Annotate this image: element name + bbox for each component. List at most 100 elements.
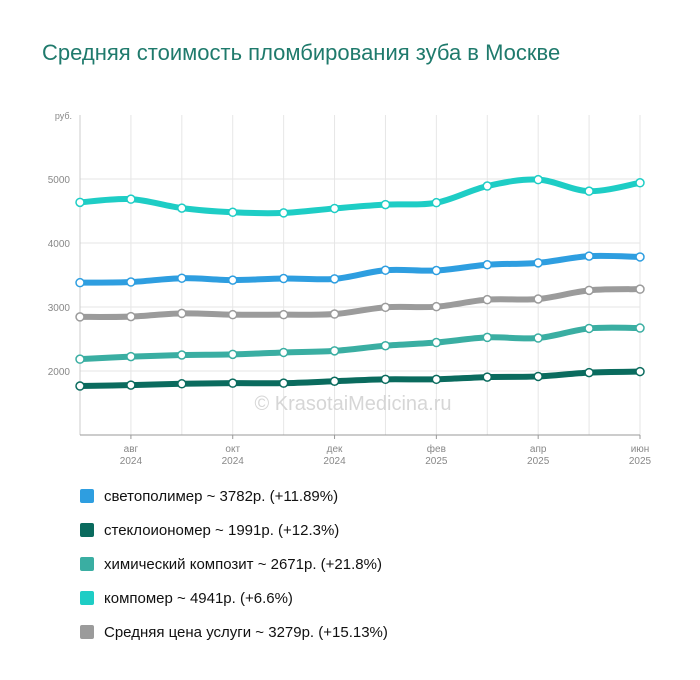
data-point[interactable] — [75, 277, 85, 288]
data-point[interactable] — [329, 274, 340, 284]
data-point[interactable] — [126, 194, 136, 204]
series-line — [77, 368, 643, 390]
legend-label: Средняя цена услуги ~ 3279р. (+15.13%) — [104, 623, 388, 641]
x-tick-label-month: дек — [327, 444, 343, 455]
y-axis-label: руб. — [55, 111, 72, 121]
data-point[interactable] — [177, 308, 187, 319]
legend-label: компомер ~ 4941р. (+6.6%) — [104, 589, 293, 607]
data-point[interactable] — [482, 181, 493, 191]
data-point[interactable] — [380, 199, 391, 210]
data-point[interactable] — [533, 174, 543, 185]
data-point[interactable] — [75, 354, 85, 364]
data-point[interactable] — [431, 374, 442, 385]
series-Средняя-цена-услуги — [75, 284, 645, 322]
data-point[interactable] — [482, 372, 493, 382]
data-point[interactable] — [75, 312, 85, 322]
data-point[interactable] — [227, 309, 238, 320]
series-светополимер — [75, 251, 645, 288]
data-point[interactable] — [635, 323, 645, 333]
data-point[interactable] — [482, 294, 493, 305]
legend-swatch — [80, 591, 94, 605]
data-point[interactable] — [431, 301, 442, 312]
watermark: © KrasotaiMedicina.ru — [254, 393, 451, 415]
data-point[interactable] — [380, 302, 391, 313]
data-point[interactable] — [278, 208, 289, 218]
series-line — [77, 324, 643, 363]
data-point[interactable] — [126, 277, 136, 287]
data-point[interactable] — [584, 285, 594, 296]
data-point[interactable] — [533, 371, 543, 382]
data-point[interactable] — [75, 197, 85, 208]
data-point[interactable] — [482, 332, 493, 343]
data-point[interactable] — [533, 333, 543, 343]
x-tick-label-year: 2025 — [527, 456, 550, 467]
series-line — [77, 252, 643, 286]
x-tick-label-year: 2025 — [425, 456, 448, 467]
data-point[interactable] — [278, 273, 289, 284]
data-point[interactable] — [584, 186, 594, 196]
data-point[interactable] — [533, 294, 543, 304]
data-point[interactable] — [584, 367, 594, 378]
legend-swatch — [80, 489, 94, 503]
data-point[interactable] — [126, 311, 136, 322]
x-tick-label-year: 2024 — [120, 456, 143, 467]
data-point[interactable] — [329, 309, 340, 319]
legend-label: светополимер ~ 3782р. (+11.89%) — [104, 487, 339, 505]
data-point[interactable] — [329, 203, 340, 214]
chart-title: Средняя стоимость пломбирования зуба в М… — [42, 40, 561, 65]
legend-label: химический композит ~ 2671р. (+21.8%) — [104, 555, 382, 573]
legend-item[interactable]: светополимер ~ 3782р. (+11.89%) — [80, 486, 338, 506]
x-tick-label-year: 2025 — [629, 456, 652, 467]
data-point[interactable] — [278, 347, 289, 358]
data-point[interactable] — [635, 178, 645, 188]
data-point[interactable] — [635, 284, 645, 294]
data-point[interactable] — [584, 323, 594, 334]
data-point[interactable] — [533, 258, 543, 268]
data-point[interactable] — [227, 207, 238, 218]
series-line — [77, 286, 643, 320]
x-tick-label-year: 2024 — [323, 456, 346, 467]
data-point[interactable] — [177, 350, 187, 360]
legend-swatch — [80, 523, 94, 537]
x-tick-label-month: июн — [631, 444, 650, 455]
data-point[interactable] — [380, 265, 391, 275]
data-point[interactable] — [227, 378, 238, 388]
data-point[interactable] — [380, 374, 391, 385]
data-point[interactable] — [177, 273, 187, 283]
legend-label: стеклоиономер ~ 1991р. (+12.3%) — [104, 521, 340, 539]
data-point[interactable] — [380, 340, 391, 351]
data-point[interactable] — [329, 346, 340, 356]
x-tick-label-month: окт — [225, 444, 240, 455]
grid — [79, 115, 641, 435]
data-point[interactable] — [177, 379, 187, 389]
data-point[interactable] — [431, 337, 442, 348]
data-point[interactable] — [482, 260, 493, 270]
data-point[interactable] — [126, 380, 136, 390]
data-point[interactable] — [431, 265, 442, 276]
data-point[interactable] — [278, 378, 289, 388]
data-point[interactable] — [278, 309, 289, 320]
legend-item[interactable]: Средняя цена услуги ~ 3279р. (+15.13%) — [80, 622, 388, 642]
legend-item[interactable]: компомер ~ 4941р. (+6.6%) — [80, 588, 293, 608]
data-point[interactable] — [126, 351, 136, 362]
series-химический-композит — [75, 323, 645, 364]
series-стеклоиономер — [75, 366, 645, 391]
data-point[interactable] — [635, 252, 645, 262]
y-tick-label: 3000 — [48, 303, 71, 314]
x-tick-label-month: апр — [530, 444, 547, 455]
data-point[interactable] — [177, 203, 187, 213]
legend-item[interactable]: химический композит ~ 2671р. (+21.8%) — [80, 554, 382, 574]
data-point[interactable] — [227, 275, 238, 285]
data-point[interactable] — [75, 381, 85, 391]
series — [75, 174, 645, 391]
legend-item[interactable]: стеклоиономер ~ 1991р. (+12.3%) — [80, 520, 339, 540]
series-компомер — [75, 174, 645, 218]
data-point[interactable] — [431, 197, 442, 208]
legend-swatch — [80, 625, 94, 639]
data-point[interactable] — [227, 349, 238, 360]
data-point[interactable] — [635, 366, 645, 377]
data-point[interactable] — [329, 376, 340, 386]
series-line — [77, 176, 643, 217]
data-point[interactable] — [584, 251, 594, 261]
x-tick-label-month: авг — [124, 444, 139, 455]
